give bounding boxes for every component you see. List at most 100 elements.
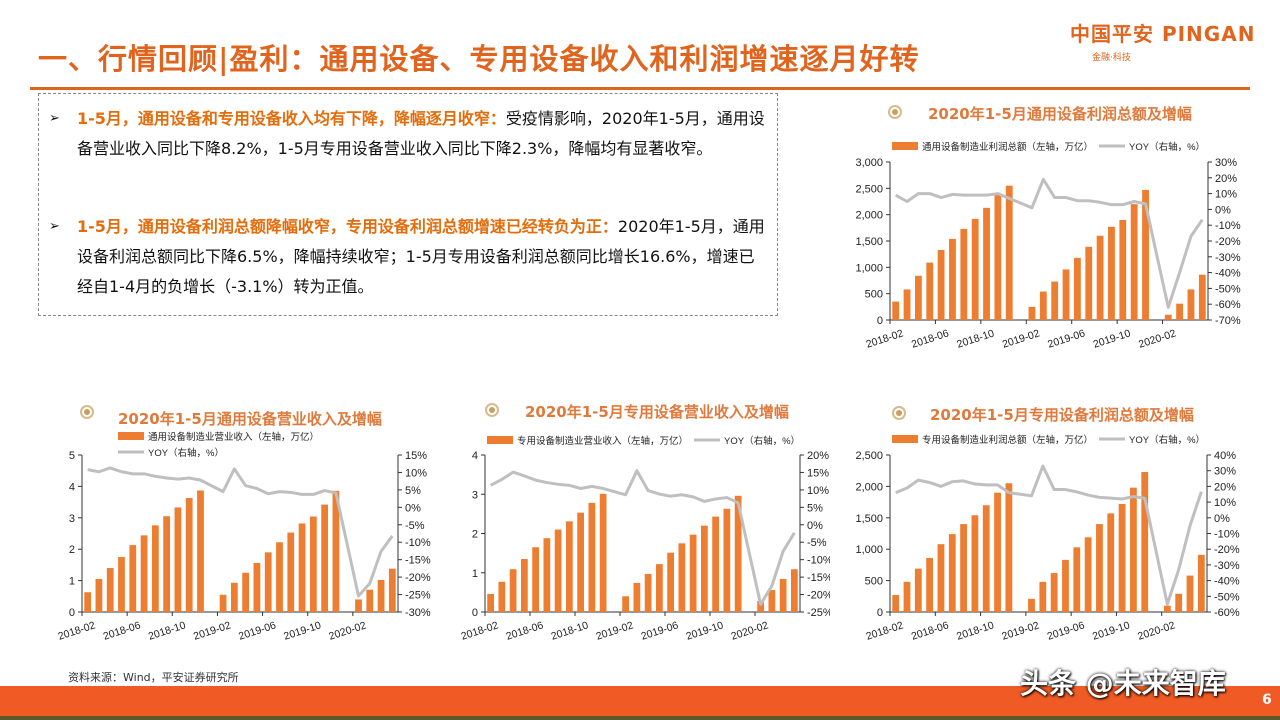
right-tick-label: -20%: [807, 590, 830, 602]
bar: [253, 563, 261, 612]
bar: [644, 573, 652, 612]
bar: [971, 515, 979, 612]
page-title: 一、行情回顾|盈利：通用设备、专用设备收入和利润增速逐月好转: [38, 42, 920, 76]
logo-subtext: 金融·科技: [1092, 53, 1131, 63]
x-tick-label: 2018-06: [102, 619, 143, 642]
bar: [487, 593, 494, 612]
right-tick-label: 20%: [807, 450, 829, 462]
legend-bar-label: 专用设备制造业营业收入（左轴，万亿）: [517, 435, 688, 447]
x-tick-label: 2018-02: [865, 619, 906, 642]
legend-bar-label: 通用设备制造业利润总额（左轴，万亿）: [922, 141, 1093, 153]
bar: [264, 552, 272, 612]
bar: [656, 564, 663, 612]
right-tick-label: -30%: [1214, 560, 1240, 572]
bullet-text: 2020年1-5月，通用设备利润总额同比下降6.5%，降幅持续收窄；1-5月专用…: [77, 217, 765, 296]
bar: [332, 490, 340, 612]
x-tick-label: 2019-10: [685, 619, 726, 642]
right-tick-label: 30%: [1214, 466, 1236, 478]
bar: [689, 534, 697, 612]
bar: [1062, 269, 1070, 320]
left-tick-label: 3: [472, 489, 478, 501]
bar: [532, 547, 539, 612]
bar: [633, 582, 641, 612]
x-tick-label: 2018-10: [550, 619, 591, 642]
right-tick-label: -10%: [405, 537, 431, 549]
chart-special-profit: 2020年1-5月专用设备利润总额及增幅 专用设备制造业利润总额（左轴，万亿） Y…: [840, 392, 1280, 645]
right-tick-label: -10%: [1214, 529, 1240, 541]
right-tick-label: 10%: [405, 467, 427, 479]
bar: [712, 516, 719, 612]
bar: [129, 545, 137, 612]
right-tick-label: -5%: [405, 520, 425, 532]
right-tick-label: -25%: [405, 590, 431, 602]
bar: [84, 592, 92, 612]
x-tick-label: 2020-02: [327, 619, 368, 642]
bar: [1187, 289, 1195, 320]
bar: [1175, 593, 1183, 612]
bar: [377, 579, 385, 612]
left-tick-label: 1,500: [855, 513, 883, 525]
legend-bar-swatch: [892, 142, 918, 150]
source-note: 资料来源：Wind，平安证券研究所: [68, 671, 239, 684]
bar: [892, 301, 900, 320]
bar: [982, 505, 990, 612]
bar: [1028, 598, 1035, 612]
bar: [151, 525, 159, 612]
x-tick-label: 2018-06: [910, 327, 951, 350]
right-tick-label: 40%: [1214, 450, 1236, 462]
bar: [1096, 235, 1104, 320]
legend-line-label: YOY（右轴，%）: [148, 447, 224, 459]
bar: [1062, 559, 1069, 612]
bar: [498, 581, 506, 612]
bar: [566, 521, 573, 612]
x-tick-label: 2019-06: [1046, 327, 1087, 350]
left-tick-label: 0: [877, 315, 883, 327]
left-tick-label: 500: [865, 576, 883, 588]
x-tick-label: 2019-02: [595, 619, 636, 642]
bar: [1118, 503, 1126, 612]
left-tick-label: 4: [69, 481, 75, 493]
chart-general-profit: 2020年1-5月通用设备利润总额及增幅 通用设备制造业利润总额（左轴，万亿） Y…: [840, 95, 1280, 360]
bar: [983, 207, 990, 320]
x-tick-label: 2018-06: [505, 619, 546, 642]
chart-svg: 通用设备制造业利润总额（左轴，万亿） YOY（右轴，%） 0 500 1,000 1,50…: [855, 141, 1240, 351]
legend-bar-swatch: [487, 436, 513, 444]
bar: [1028, 306, 1036, 320]
bar: [106, 568, 114, 612]
right-tick-label: 20%: [1215, 173, 1237, 185]
bar: [994, 194, 1002, 320]
bar: [1005, 483, 1013, 612]
bar: [701, 525, 708, 612]
x-tick-label: 2020-02: [730, 619, 771, 642]
bar: [937, 249, 945, 320]
left-tick-label: 0: [69, 607, 75, 619]
bar: [197, 490, 204, 612]
x-tick-label: 2019-06: [640, 619, 681, 642]
x-tick-label: 2019-10: [1091, 619, 1132, 642]
right-tick-label: 10%: [1214, 497, 1236, 509]
legend-line-label: YOY（右轴，%）: [1129, 141, 1205, 153]
chart-bullet-icon: [485, 403, 499, 417]
legend-bar-label: 专用设备制造业利润总额（左轴，万亿）: [922, 434, 1093, 446]
chart-title: 2020年1-5月专用设备营业收入及增幅: [525, 403, 789, 421]
left-tick-label: 1,000: [855, 544, 883, 556]
bar: [1176, 303, 1184, 320]
bar: [1073, 547, 1081, 612]
chart-bullet-icon: [888, 105, 902, 119]
bar: [903, 289, 911, 320]
right-tick-label: -15%: [405, 555, 431, 567]
bar: [543, 538, 551, 612]
right-tick-label: -20%: [1214, 544, 1240, 556]
left-tick-label: 1,000: [855, 262, 883, 274]
right-tick-label: -5%: [807, 537, 827, 549]
bar: [1039, 291, 1047, 320]
x-tick-label: 2019-02: [192, 619, 233, 642]
bar: [321, 504, 329, 612]
bar: [1186, 575, 1194, 612]
bar: [903, 581, 911, 612]
left-tick-label: 0: [877, 607, 883, 619]
bar: [1198, 274, 1206, 320]
footer-band: [0, 686, 1280, 716]
bar: [1141, 471, 1149, 612]
bar: [174, 507, 182, 612]
